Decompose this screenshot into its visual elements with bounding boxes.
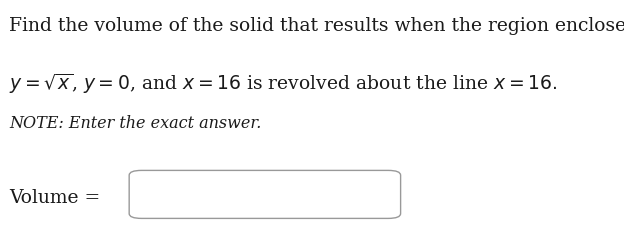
FancyBboxPatch shape bbox=[129, 170, 401, 218]
Text: Volume =: Volume = bbox=[9, 189, 100, 207]
Text: NOTE: Enter the exact answer.: NOTE: Enter the exact answer. bbox=[9, 115, 261, 132]
Text: Find the volume of the solid that results when the region enclosed by: Find the volume of the solid that result… bbox=[9, 17, 624, 35]
Text: $y = \sqrt{x}$, $y = 0$, and $x = 16$ is revolved about the line $x = 16.$: $y = \sqrt{x}$, $y = 0$, and $x = 16$ is… bbox=[9, 72, 558, 96]
